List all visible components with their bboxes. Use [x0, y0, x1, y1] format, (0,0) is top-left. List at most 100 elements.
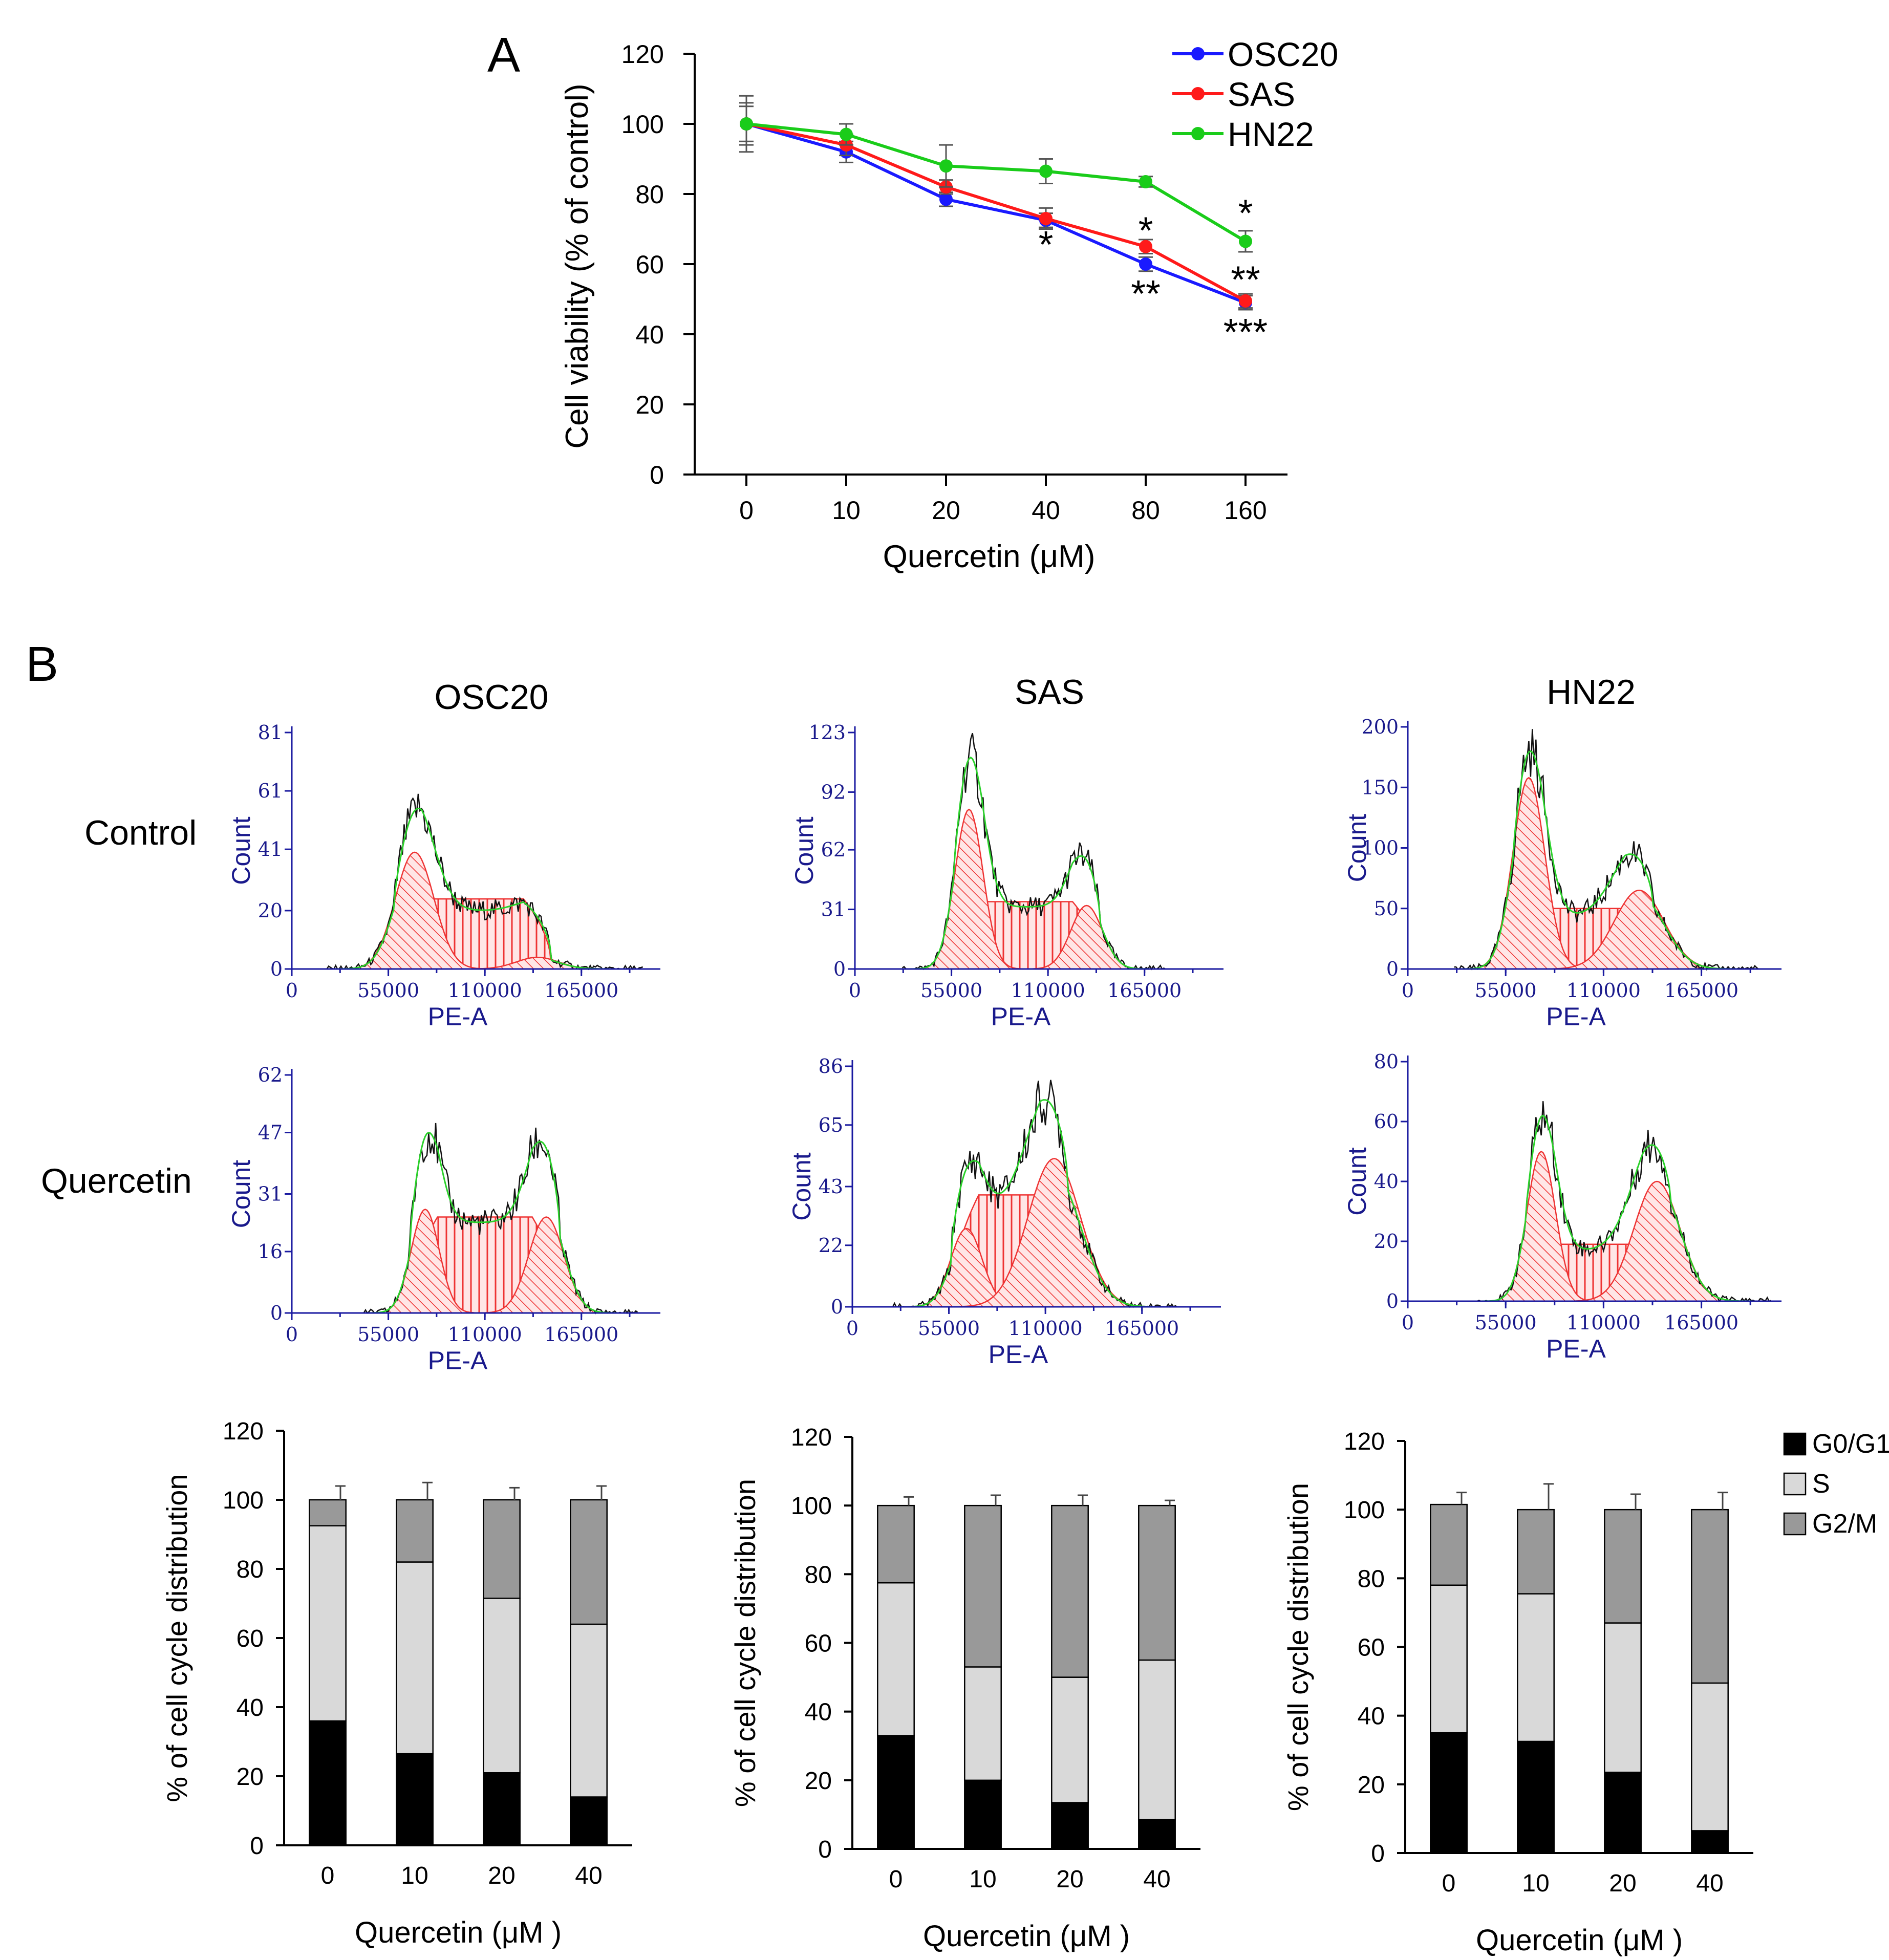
x-tick-label: 10 — [401, 1862, 428, 1889]
bar-segment-s — [1604, 1622, 1642, 1773]
y-tick-label: 100 — [1344, 1497, 1385, 1524]
y-axis-label: % of cell cycle distribution — [729, 1479, 761, 1807]
x-tick-label: 110000 — [448, 1323, 522, 1346]
y-tick-label: 120 — [223, 1418, 264, 1445]
y-tick-label: 16 — [258, 1240, 283, 1263]
fit-envelope — [892, 1099, 1181, 1308]
fit-envelope — [902, 756, 1171, 970]
bar-segment-g0g1 — [570, 1796, 608, 1846]
y-tick-label: 100 — [621, 110, 664, 139]
x-tick-label: 55000 — [920, 979, 982, 1002]
y-tick-label: 0 — [270, 958, 283, 980]
x-tick-label: 0 — [739, 496, 754, 525]
y-tick-label: 60 — [237, 1625, 264, 1652]
legend-swatch-g2m — [1783, 1512, 1807, 1536]
x-tick-label: 0 — [889, 1866, 903, 1893]
bar-segment-g2m — [396, 1499, 434, 1563]
bar-segment-g0g1 — [483, 1772, 521, 1846]
stacked-bar-sas: 0 20 40 60 80 100 120 0 10 20 40 Quercetin (μM ) % o… — [729, 1424, 1200, 1953]
series-line-osc20 — [746, 122, 1247, 305]
bar-segment-s — [1138, 1659, 1176, 1821]
y-tick-label: 120 — [621, 40, 664, 69]
y-tick-label: 0 — [1386, 958, 1399, 980]
bar-segment-g0g1 — [1051, 1802, 1089, 1850]
data-point-sas — [1039, 211, 1053, 225]
x-axis-label: PE-A — [428, 1002, 488, 1031]
bar-segment-g2m — [483, 1499, 521, 1599]
x-axis-label: Quercetin (μM ) — [923, 1920, 1130, 1953]
bar-segment-g2m — [1138, 1504, 1176, 1661]
bar-segment-g0g1 — [1430, 1732, 1468, 1854]
data-point-osc20 — [1139, 257, 1152, 271]
bar-segment-s — [570, 1623, 608, 1798]
data-point-hn22 — [1239, 234, 1252, 248]
x-tick-label: 160 — [1224, 496, 1267, 525]
y-tick-label: 47 — [258, 1122, 283, 1144]
x-tick-label: 10 — [1522, 1870, 1549, 1897]
significance-marker: * — [1039, 223, 1054, 266]
x-axis-label: Quercetin (μM) — [883, 539, 1096, 574]
legend-label-osc20: OSC20 — [1228, 35, 1338, 73]
x-tick-label: 55000 — [1475, 979, 1537, 1002]
y-tick-label: 20 — [635, 391, 664, 419]
legend-label-g0g1: G0/G1 — [1812, 1429, 1889, 1459]
fit-envelope — [1473, 1114, 1771, 1302]
bar-segment-g2m — [309, 1499, 347, 1526]
x-tick-label: 165000 — [1105, 1317, 1179, 1340]
bar-segment-s — [964, 1666, 1002, 1781]
significance-marker: *** — [1223, 311, 1268, 353]
data-point-hn22 — [939, 159, 953, 173]
y-tick-label: 0 — [818, 1836, 832, 1863]
legend-marker-osc20 — [1191, 47, 1205, 60]
bar-segment-g2m — [1051, 1504, 1089, 1678]
y-tick-label: 40 — [1358, 1703, 1385, 1730]
y-tick-label: 80 — [237, 1556, 264, 1583]
y-tick-label: 40 — [1374, 1170, 1399, 1193]
y-tick-label: 43 — [819, 1175, 843, 1198]
x-tick-label: 80 — [1131, 496, 1160, 525]
y-tick-label: 40 — [635, 320, 664, 349]
y-tick-label: 80 — [805, 1561, 832, 1588]
y-axis-label: Count — [227, 816, 255, 885]
x-tick-label: 110000 — [1008, 1317, 1083, 1340]
y-tick-label: 40 — [237, 1694, 264, 1721]
bar-segment-g0g1 — [1691, 1830, 1729, 1854]
bar-segment-s — [1517, 1593, 1555, 1742]
y-tick-label: 120 — [1344, 1428, 1385, 1455]
x-tick-label: 165000 — [1664, 1311, 1738, 1334]
x-axis-label: PE-A — [989, 1340, 1048, 1369]
y-tick-label: 100 — [1361, 837, 1399, 859]
legend-label-s: S — [1812, 1469, 1830, 1499]
x-tick-label: 40 — [1143, 1866, 1170, 1893]
bar-segment-g0g1 — [396, 1753, 434, 1846]
histogram-sas-control: 0 31 62 92 123 0 55000 110000 165000 PE-A Count — [790, 721, 1223, 1031]
legend-label-g2m: G2/M — [1812, 1509, 1877, 1539]
x-tick-label: 0 — [849, 979, 861, 1002]
x-tick-label: 110000 — [1566, 979, 1641, 1002]
y-tick-label: 31 — [821, 898, 846, 921]
y-tick-label: 0 — [1371, 1840, 1385, 1867]
bar-segment-s — [877, 1582, 915, 1736]
y-axis-label: Count — [227, 1160, 255, 1229]
significance-marker: * — [1238, 191, 1253, 234]
y-tick-label: 120 — [791, 1424, 832, 1451]
bar-segment-s — [396, 1561, 434, 1755]
y-axis-label: Count — [1343, 814, 1371, 882]
y-tick-label: 80 — [1374, 1050, 1399, 1073]
x-tick-label: 40 — [1032, 496, 1060, 525]
bar-segment-s — [1430, 1584, 1468, 1734]
x-tick-label: 0 — [286, 1323, 298, 1346]
y-tick-label: 0 — [250, 1833, 264, 1860]
bar-segment-g2m — [570, 1499, 608, 1625]
y-tick-label: 40 — [805, 1699, 832, 1726]
panel-label-a: A — [487, 28, 520, 82]
panel-label-b: B — [26, 637, 58, 692]
y-axis-label: % of cell cycle distribution — [161, 1474, 193, 1802]
histogram-osc20-quercetin: 0 16 31 47 62 0 55000 110000 165000 PE-A Count — [227, 1064, 660, 1375]
series-line-sas — [746, 122, 1247, 303]
x-tick-label: 55000 — [357, 979, 419, 1002]
y-tick-label: 80 — [635, 180, 664, 209]
line-chart-viability: Cell viability (% of control) Quercetin … — [560, 35, 1338, 574]
y-tick-label: 62 — [821, 838, 846, 861]
y-tick-label: 31 — [258, 1183, 283, 1205]
